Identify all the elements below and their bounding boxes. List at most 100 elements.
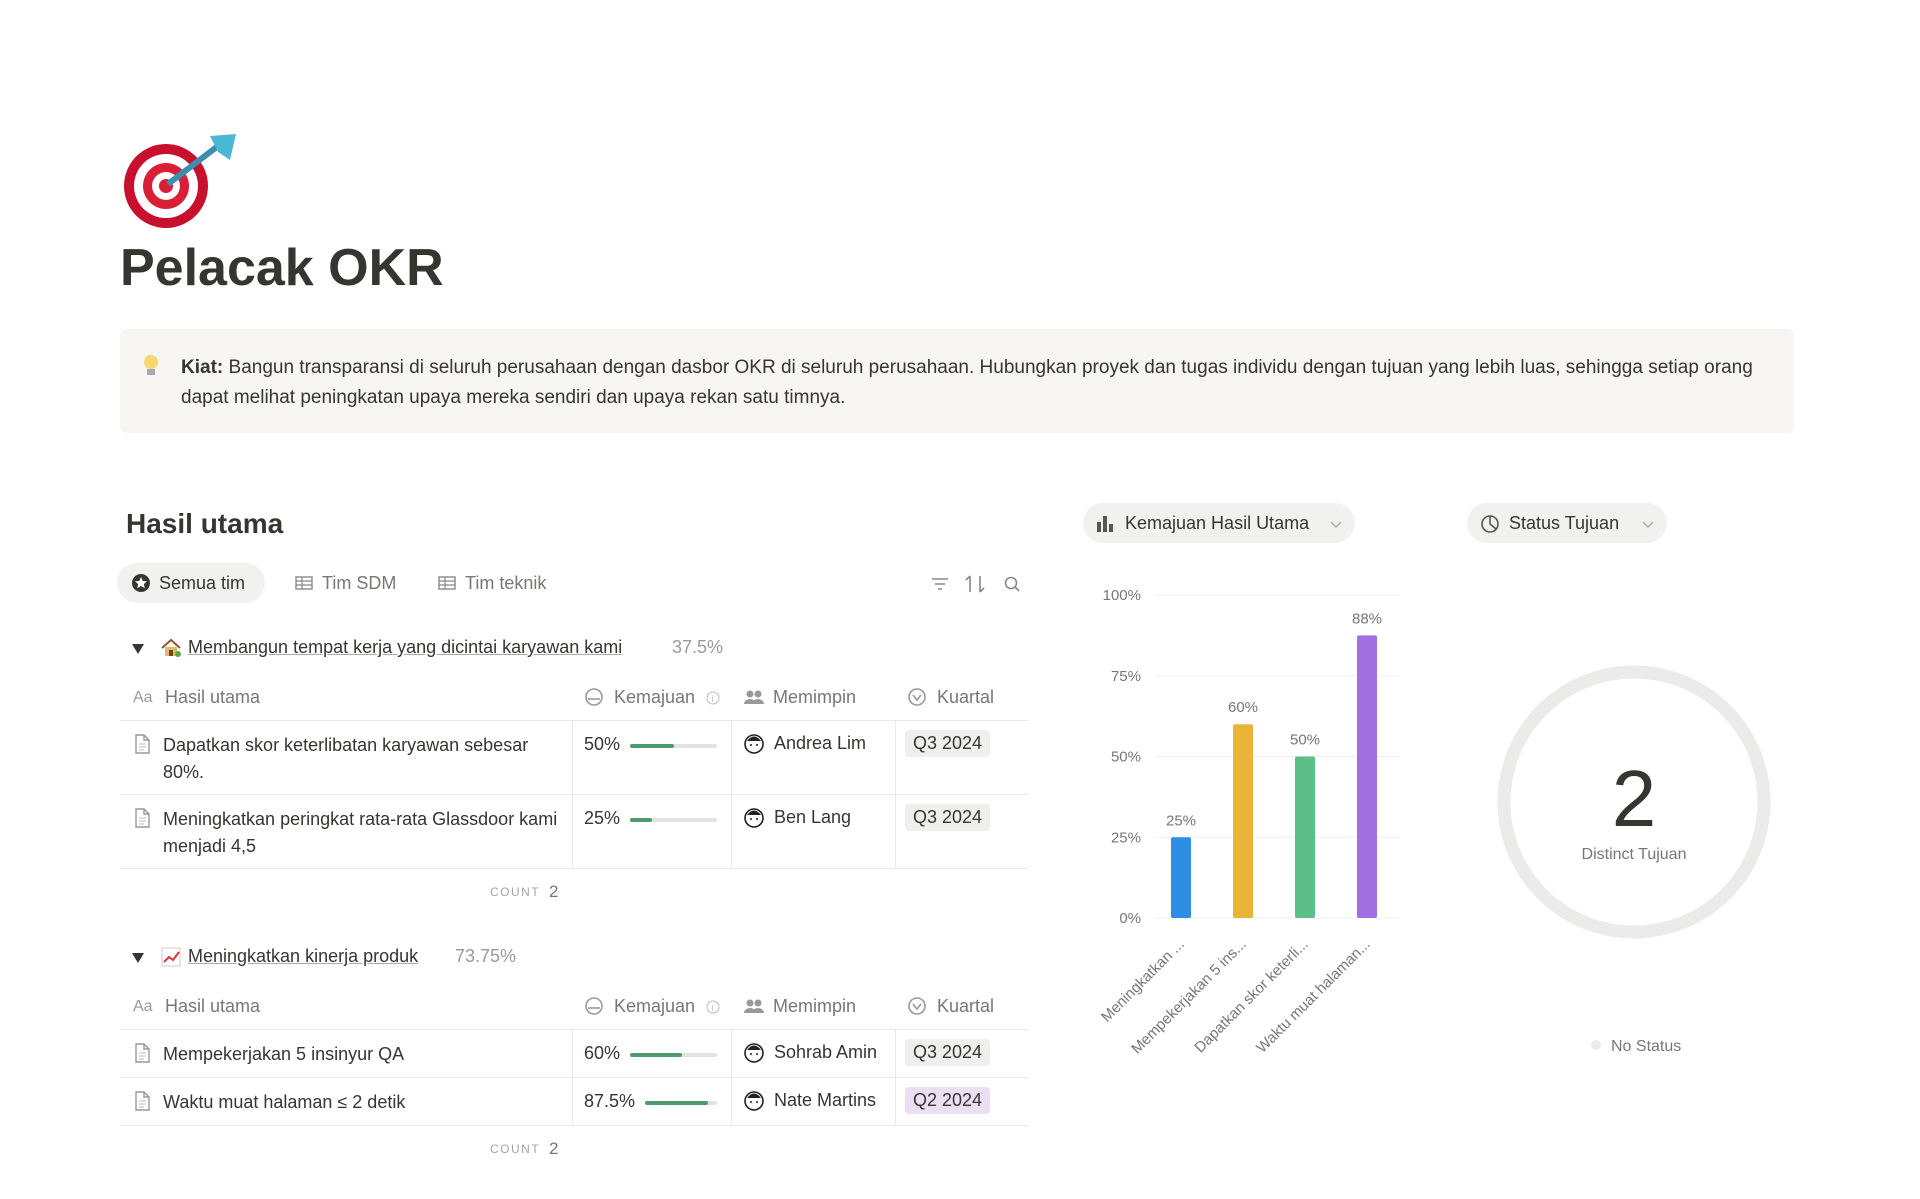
lead-name: Sohrab Amin — [774, 1042, 878, 1062]
progress-bar — [630, 1053, 683, 1057]
cell-border — [895, 720, 896, 794]
page-title: Pelacak OKR — [120, 239, 444, 297]
icon — [160, 637, 182, 664]
y-tick-label: 75% — [1111, 668, 1141, 685]
icon — [1479, 513, 1501, 540]
lead-name: Andrea Lim — [774, 733, 867, 753]
chart-view-button[interactable]: Status Tujuan — [1467, 503, 1667, 543]
cell-border — [895, 794, 896, 868]
y-tick-label: 50% — [1111, 749, 1141, 766]
row-title[interactable]: Meningkatkan peringkat rata-rata Glassdo… — [163, 809, 558, 856]
icon — [294, 573, 314, 598]
icon: i — [705, 999, 721, 1020]
y-tick-label: 0% — [1119, 910, 1141, 927]
column-header: Memimpin — [773, 996, 857, 1016]
view-tab[interactable]: Tim SDM — [280, 563, 408, 603]
row-line — [120, 1077, 1028, 1078]
quarter-tag: Q3 2024 — [905, 1039, 991, 1066]
progress-bar — [630, 818, 652, 822]
y-tick-label: 25% — [1111, 829, 1141, 846]
callout-body: Bangun transparansi di seluruh perusahaa… — [181, 357, 1753, 408]
progress-label: 25% — [584, 808, 621, 828]
svg-text:i: i — [712, 694, 714, 704]
quarter-tag: Q3 2024 — [905, 804, 991, 831]
count-value: 2 — [549, 1139, 559, 1158]
group-name[interactable]: Membangun tempat kerja yang dicintai kar… — [188, 637, 623, 657]
icon — [133, 734, 151, 759]
row-line — [120, 1125, 1028, 1126]
y-tick-label: 100% — [1103, 587, 1141, 604]
toolbar-icons[interactable] — [928, 572, 1038, 596]
count-label: COUNT — [490, 1142, 541, 1156]
value-label: 25% — [1166, 812, 1196, 829]
table-row[interactable]: Dapatkan skor keterlibatan karyawan sebe… — [0, 720, 1028, 794]
svg-text:Aa: Aa — [133, 998, 153, 1014]
quarter-tag: Q2 2024 — [905, 1087, 991, 1114]
icon — [584, 687, 604, 712]
lead-name: Nate Martins — [774, 1090, 877, 1110]
callout-icon — [144, 355, 158, 375]
progress-bar — [645, 1101, 708, 1105]
cell-border — [895, 1077, 896, 1125]
icon — [133, 1043, 151, 1068]
svg-text:i: i — [712, 1003, 714, 1013]
icon — [131, 573, 151, 598]
progress-track — [630, 818, 717, 822]
icon — [437, 573, 457, 598]
view-tab[interactable]: Tim teknik — [423, 563, 573, 603]
column-header: Hasil utama — [165, 687, 261, 707]
column-header: Kuartal — [937, 687, 995, 707]
column-header: Kemajuan — [614, 687, 696, 707]
group-name[interactable]: Meningkatkan kinerja produk — [188, 946, 419, 966]
icon — [743, 1089, 765, 1118]
view-tab-label: Tim teknik — [465, 573, 547, 593]
callout-text: Kiat: Bangun transparansi di seluruh per… — [181, 353, 1761, 413]
column-header: Kemajuan — [614, 996, 696, 1016]
bar — [1357, 635, 1377, 918]
group-progress: 37.5% — [672, 637, 724, 657]
row-title[interactable]: Mempekerjakan 5 insinyur QA — [163, 1044, 405, 1064]
row-line — [120, 794, 1028, 795]
cell-border — [572, 1077, 573, 1125]
column-header: Hasil utama — [165, 996, 261, 1016]
cell-border — [572, 720, 573, 794]
icon — [1329, 517, 1343, 536]
view-tab-label: Semua tim — [159, 573, 246, 593]
count-value: 2 — [549, 882, 559, 901]
value-label: 60% — [1228, 699, 1258, 716]
table-row[interactable]: Mempekerjakan 5 insinyur QA 60% Sohrab Ami… — [0, 1029, 1028, 1077]
svg-text:Aa: Aa — [133, 689, 153, 705]
donut-center-label: Distinct Tujuan — [1582, 846, 1687, 863]
lead-name: Ben Lang — [774, 807, 852, 827]
chart-view-button[interactable]: Kemajuan Hasil Utama — [1083, 503, 1355, 543]
icon — [133, 808, 151, 833]
page-icon — [124, 134, 236, 228]
callout-label: Kiat: — [181, 357, 224, 378]
row-line — [120, 720, 1028, 721]
value-label: 50% — [1290, 732, 1320, 749]
view-tab[interactable]: Semua tim — [117, 563, 265, 603]
progress-label: 87.5% — [584, 1091, 636, 1111]
icon: Aa — [133, 687, 157, 710]
icon — [133, 1091, 151, 1116]
bar — [1171, 837, 1191, 918]
row-line — [120, 868, 1028, 869]
cell-border — [731, 1077, 732, 1125]
icon — [584, 996, 604, 1021]
donut-total: 2 — [1612, 754, 1657, 843]
legend-label: No Status — [1611, 1038, 1681, 1055]
bar — [1233, 724, 1253, 918]
icon — [907, 687, 927, 712]
progress-bar — [630, 744, 674, 748]
icon — [907, 996, 927, 1021]
row-title[interactable]: Dapatkan skor keterlibatan karyawan sebe… — [163, 735, 529, 782]
column-header: Kuartal — [937, 996, 995, 1016]
table-row[interactable]: Meningkatkan peringkat rata-rata Glassdo… — [0, 794, 1028, 868]
x-tick-label: Waktu muat halaman... — [1253, 936, 1374, 1057]
cell-border — [572, 1029, 573, 1077]
table-row[interactable]: Waktu muat halaman ≤ 2 detik 87.5% Nate Ma… — [0, 1077, 1028, 1125]
progress-label: 60% — [584, 1043, 621, 1063]
row-title[interactable]: Waktu muat halaman ≤ 2 detik — [163, 1092, 406, 1112]
bar — [1295, 756, 1315, 918]
